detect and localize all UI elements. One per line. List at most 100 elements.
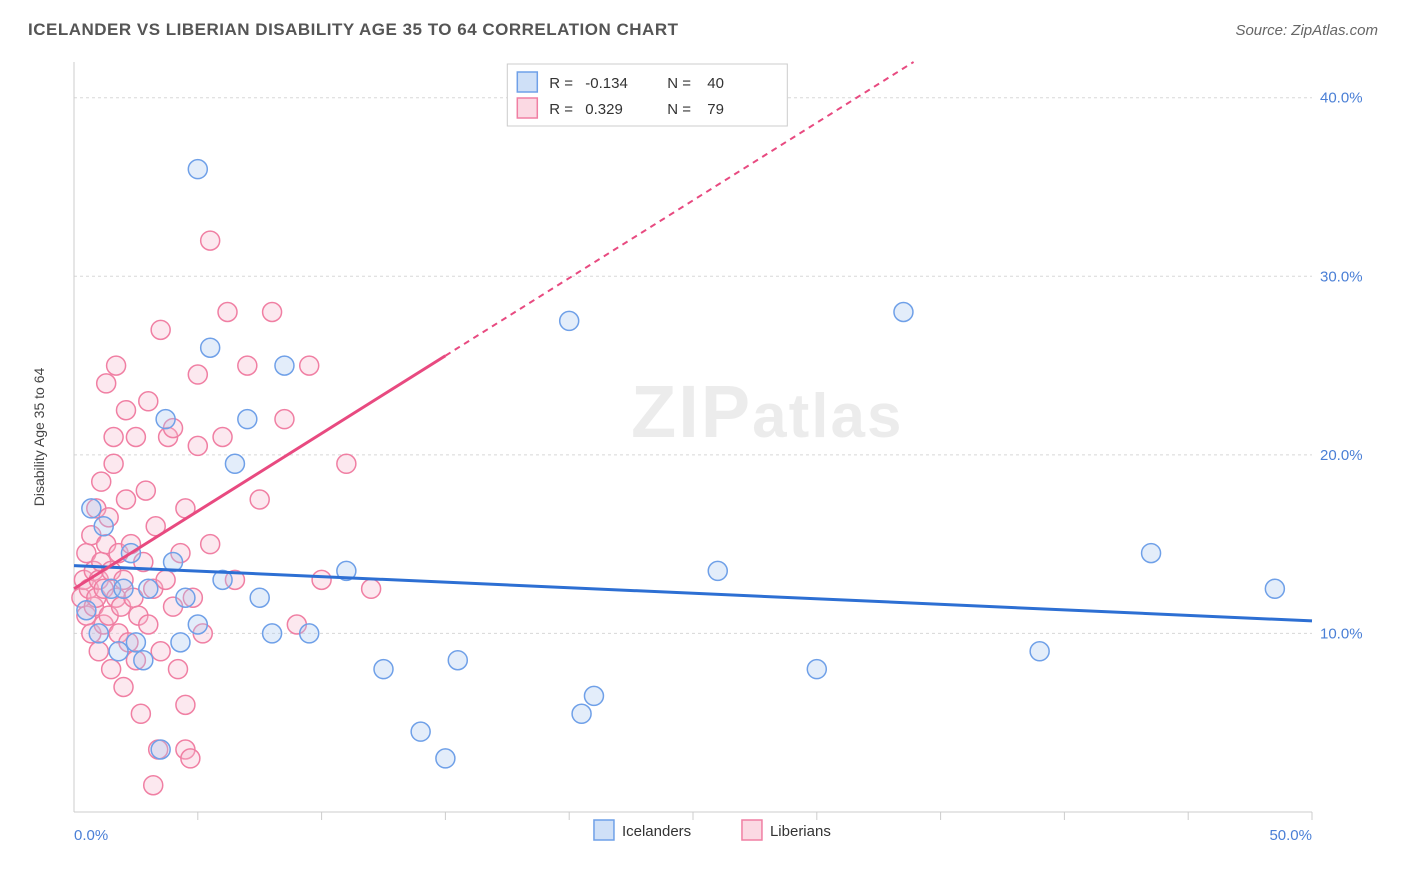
scatter-point-icelanders — [300, 624, 319, 643]
legend-r-label: R = — [549, 101, 573, 118]
scatter-point-icelanders — [894, 303, 913, 322]
scatter-point-liberians — [104, 428, 123, 447]
scatter-point-liberians — [116, 490, 135, 509]
scatter-point-icelanders — [77, 601, 96, 620]
scatter-point-liberians — [102, 660, 121, 679]
chart-header: ICELANDER VS LIBERIAN DISABILITY AGE 35 … — [24, 20, 1382, 52]
bottom-legend-label: Liberians — [770, 823, 831, 840]
legend-n-value: 79 — [707, 101, 724, 118]
scatter-point-icelanders — [584, 686, 603, 705]
scatter-point-liberians — [151, 320, 170, 339]
scatter-point-icelanders — [708, 561, 727, 580]
scatter-point-liberians — [168, 660, 187, 679]
y-tick-label: 10.0% — [1320, 625, 1363, 642]
legend-r-value: 0.329 — [585, 101, 623, 118]
scatter-point-liberians — [213, 428, 232, 447]
scatter-point-icelanders — [448, 651, 467, 670]
scatter-point-liberians — [114, 678, 133, 697]
scatter-point-liberians — [104, 454, 123, 473]
y-tick-label: 40.0% — [1320, 90, 1363, 107]
scatter-point-icelanders — [572, 704, 591, 723]
legend-r-label: R = — [549, 75, 573, 92]
scatter-point-liberians — [176, 695, 195, 714]
scatter-point-liberians — [337, 454, 356, 473]
legend-n-label: N = — [667, 101, 691, 118]
scatter-point-icelanders — [109, 642, 128, 661]
scatter-point-liberians — [263, 303, 282, 322]
y-axis-title: Disability Age 35 to 64 — [31, 368, 47, 507]
scatter-point-liberians — [275, 410, 294, 429]
scatter-point-icelanders — [807, 660, 826, 679]
scatter-point-liberians — [131, 704, 150, 723]
scatter-point-liberians — [218, 303, 237, 322]
scatter-point-liberians — [181, 749, 200, 768]
legend-swatch-liberians — [517, 98, 537, 118]
scatter-point-icelanders — [1030, 642, 1049, 661]
scatter-point-liberians — [300, 356, 319, 375]
scatter-point-icelanders — [171, 633, 190, 652]
x-tick-label: 0.0% — [74, 827, 108, 844]
scatter-point-liberians — [89, 642, 108, 661]
scatter-point-liberians — [250, 490, 269, 509]
legend-r-value: -0.134 — [585, 75, 628, 92]
scatter-point-liberians — [97, 374, 116, 393]
y-tick-label: 30.0% — [1320, 268, 1363, 285]
scatter-point-icelanders — [250, 588, 269, 607]
chart-title: ICELANDER VS LIBERIAN DISABILITY AGE 35 … — [28, 20, 679, 40]
scatter-point-liberians — [151, 642, 170, 661]
source-attribution: Source: ZipAtlas.com — [1235, 22, 1378, 39]
scatter-point-icelanders — [201, 338, 220, 357]
scatter-point-liberians — [188, 436, 207, 455]
scatter-point-liberians — [362, 579, 381, 598]
scatter-point-icelanders — [374, 660, 393, 679]
scatter-point-icelanders — [176, 588, 195, 607]
bottom-legend-swatch-liberians — [742, 820, 762, 840]
scatter-point-icelanders — [188, 160, 207, 179]
scatter-point-liberians — [238, 356, 257, 375]
scatter-point-liberians — [201, 535, 220, 554]
legend-swatch-icelanders — [517, 72, 537, 92]
scatter-point-icelanders — [134, 651, 153, 670]
scatter-point-liberians — [156, 570, 175, 589]
scatter-point-icelanders — [225, 454, 244, 473]
scatter-point-liberians — [201, 231, 220, 250]
scatter-point-icelanders — [275, 356, 294, 375]
scatter-point-icelanders — [151, 740, 170, 759]
legend-n-value: 40 — [707, 75, 724, 92]
scatter-point-icelanders — [1265, 579, 1284, 598]
scatter-point-liberians — [92, 472, 111, 491]
scatter-point-icelanders — [436, 749, 455, 768]
scatter-point-icelanders — [156, 410, 175, 429]
scatter-point-icelanders — [188, 615, 207, 634]
scatter-point-liberians — [188, 365, 207, 384]
scatter-point-liberians — [139, 392, 158, 411]
scatter-point-icelanders — [263, 624, 282, 643]
scatter-point-icelanders — [238, 410, 257, 429]
chart-area: 0.0% 50.0% 10.0% 20.0% 30.0% 40.0% Disability … — [24, 52, 1382, 872]
scatter-point-liberians — [144, 776, 163, 795]
trend-line-liberians — [74, 356, 445, 589]
scatter-point-icelanders — [82, 499, 101, 518]
chart-container: ICELANDER VS LIBERIAN DISABILITY AGE 35 … — [0, 0, 1406, 892]
scatter-point-liberians — [136, 481, 155, 500]
scatter-point-icelanders — [560, 311, 579, 330]
x-tick-label: 50.0% — [1269, 827, 1312, 844]
scatter-point-liberians — [116, 401, 135, 420]
watermark: ZIPatlas — [631, 370, 903, 453]
scatter-point-icelanders — [126, 633, 145, 652]
scatter-point-icelanders — [139, 579, 158, 598]
scatter-point-icelanders — [411, 722, 430, 741]
scatter-point-liberians — [126, 428, 145, 447]
y-tick-label: 20.0% — [1320, 447, 1363, 464]
legend-n-label: N = — [667, 75, 691, 92]
bottom-legend-swatch-icelanders — [594, 820, 614, 840]
scatter-point-icelanders — [114, 579, 133, 598]
scatter-chart-svg: 0.0% 50.0% 10.0% 20.0% 30.0% 40.0% Disability … — [24, 52, 1382, 872]
scatter-point-liberians — [139, 615, 158, 634]
scatter-point-icelanders — [89, 624, 108, 643]
scatter-point-icelanders — [1142, 544, 1161, 563]
bottom-legend-label: Icelanders — [622, 823, 691, 840]
scatter-point-liberians — [107, 356, 126, 375]
scatter-point-liberians — [312, 570, 331, 589]
scatter-point-icelanders — [94, 517, 113, 536]
